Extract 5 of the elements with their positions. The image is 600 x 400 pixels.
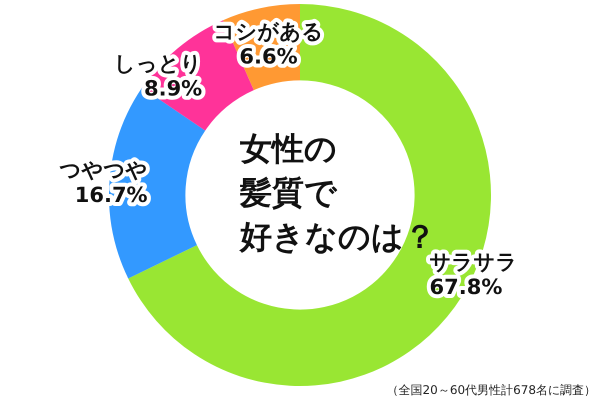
text: （全国20～60代男性計678名に調査） [386,383,596,398]
data-label: 8.9% [144,76,202,101]
data-label: 6.6% [239,44,298,68]
slice-label: コシがある [214,19,324,44]
slice-label: しっとり [114,52,202,76]
